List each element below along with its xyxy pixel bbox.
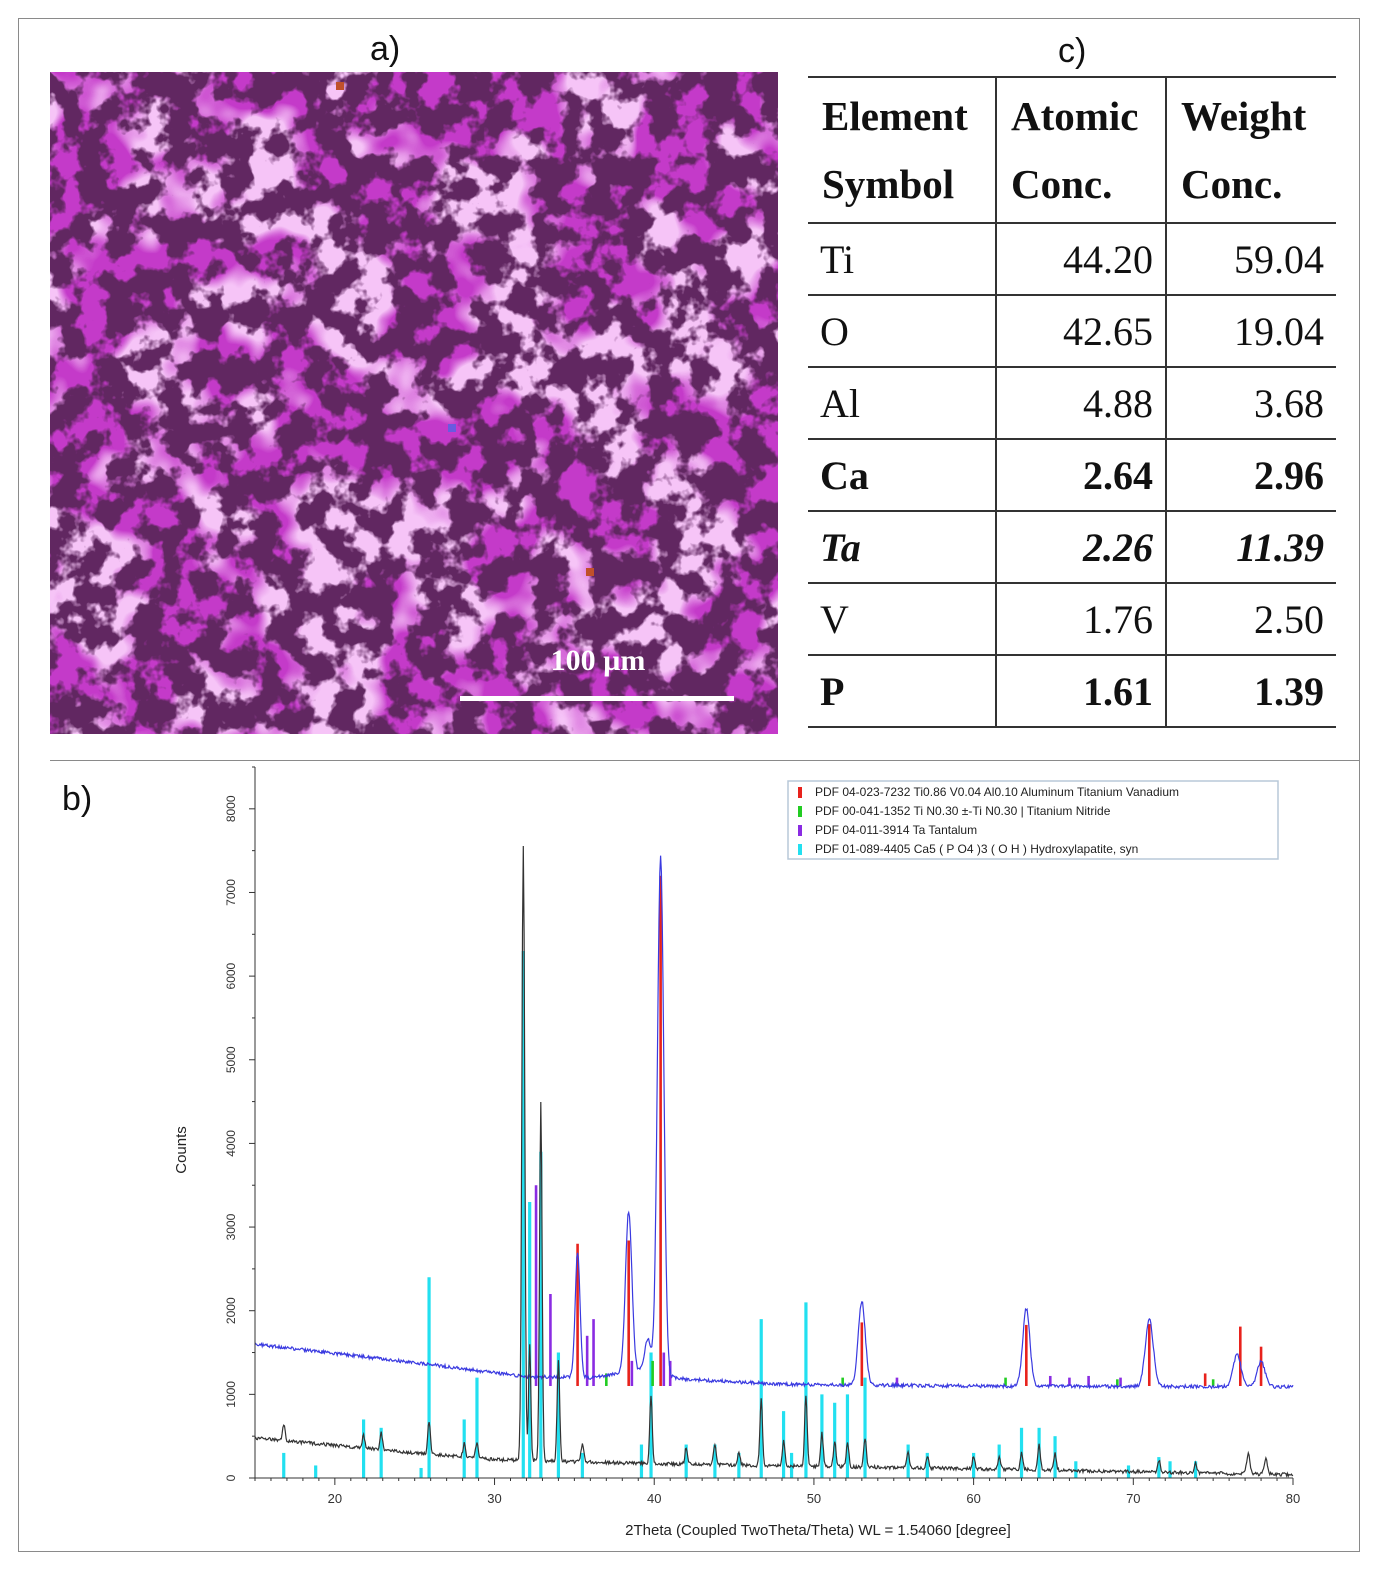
table-row: Ti 44.20 59.04 [808, 223, 1336, 296]
atomic-conc: 2.64 [995, 439, 1166, 512]
sem-micrograph: 100 µm [50, 72, 778, 734]
table-row: P 1.61 1.39 [808, 655, 1336, 728]
weight-conc: 1.39 [1165, 655, 1336, 728]
legend-entry: PDF 01-089-4405 Ca5 ( P O4 )3 ( O H ) Hy… [815, 842, 1138, 856]
weight-conc: 2.96 [1165, 439, 1336, 512]
weight-conc: 3.68 [1165, 367, 1336, 440]
table-row: Ca 2.64 2.96 [808, 439, 1336, 512]
y-tick-label: 8000 [224, 795, 238, 822]
x-tick-label: 60 [966, 1491, 980, 1506]
x-tick-label: 50 [807, 1491, 821, 1506]
header-line: Conc. [1181, 161, 1283, 207]
header-line: Symbol [822, 161, 955, 207]
atomic-conc: 42.65 [995, 295, 1166, 368]
table-header-row: Element Symbol Atomic Conc. Weight Conc. [808, 76, 1336, 224]
table-row: V 1.76 2.50 [808, 583, 1336, 656]
y-tick-label: 7000 [224, 879, 238, 906]
header-element-symbol: Element Symbol [808, 76, 996, 224]
x-tick-label: 40 [647, 1491, 661, 1506]
series-line [254, 845, 1294, 1478]
plot-area: 0 1000 2000 3000 4000 5000 6000 7000 8000 20 30 40 5… [224, 766, 1300, 1506]
header-atomic-conc: Atomic Conc. [995, 76, 1166, 224]
weight-conc: 11.39 [1165, 511, 1336, 584]
y-tick-label: 2000 [224, 1297, 238, 1324]
legend-entry: PDF 04-023-7232 Ti0.86 V0.04 Al0.10 Alum… [815, 785, 1179, 799]
weight-conc: 2.50 [1165, 583, 1336, 656]
series-line [254, 855, 1294, 1390]
legend-entry: PDF 04-011-3914 Ta Tantalum [815, 823, 977, 837]
element-symbol: P [808, 655, 996, 728]
panel-label-c: c) [1058, 32, 1087, 70]
y-tick-label: 3000 [224, 1213, 238, 1240]
element-symbol: O [808, 295, 996, 368]
panel-label-a: a) [370, 30, 401, 68]
y-tick-label: 0 [224, 1474, 238, 1481]
legend-swatch [798, 825, 802, 836]
legend-entry: PDF 00-041-1352 Ti N0.30 ±-Ti N0.30 | Ti… [815, 804, 1111, 818]
header-line: Weight [1181, 93, 1307, 139]
x-axis-label: 2Theta (Coupled TwoTheta/Theta) WL = 1.5… [625, 1522, 1011, 1539]
element-symbol: Al [808, 367, 996, 440]
panel-label-b: b) [62, 780, 93, 818]
table-row: Al 4.88 3.68 [808, 367, 1336, 440]
header-line: Conc. [1011, 161, 1113, 207]
atomic-conc: 44.20 [995, 223, 1166, 296]
y-axis-label: Counts [173, 1126, 190, 1174]
legend-swatch [798, 787, 802, 798]
y-tick-label: 5000 [224, 1046, 238, 1073]
y-tick-label: 4000 [224, 1130, 238, 1157]
composition-table: Element Symbol Atomic Conc. Weight Conc.… [808, 76, 1336, 728]
element-symbol: Ti [808, 223, 996, 296]
scale-bar-label: 100 µm [550, 644, 646, 677]
y-tick-label: 1000 [224, 1381, 238, 1408]
element-symbol: Ca [808, 439, 996, 512]
micrograph-texture [50, 72, 778, 734]
weight-conc: 19.04 [1165, 295, 1336, 368]
table-row: Ta 2.26 11.39 [808, 511, 1336, 584]
x-tick-label: 30 [487, 1491, 501, 1506]
scale-bar [460, 696, 734, 701]
header-line: Element [822, 93, 968, 139]
y-tick-label: 6000 [224, 962, 238, 989]
x-tick-label: 20 [328, 1491, 342, 1506]
header-line: Atomic [1011, 93, 1139, 139]
element-symbol: V [808, 583, 996, 656]
atomic-conc: 1.76 [995, 583, 1166, 656]
x-tick-label: 80 [1286, 1491, 1300, 1506]
atomic-conc: 2.26 [995, 511, 1166, 584]
panel-divider [50, 760, 1360, 761]
element-symbol: Ta [808, 511, 996, 584]
weight-conc: 59.04 [1165, 223, 1336, 296]
legend-swatch [798, 844, 802, 855]
legend-box [787, 780, 1279, 860]
xrd-chart: 0 1000 2000 3000 4000 5000 6000 7000 8000 20 30 40 5… [173, 766, 1300, 1539]
legend-swatch [798, 806, 802, 817]
atomic-conc: 1.61 [995, 655, 1166, 728]
figure-frame [18, 18, 1360, 1552]
x-tick-label: 70 [1126, 1491, 1140, 1506]
legend: PDF 04-023-7232 Ti0.86 V0.04 Al0.10 Alum… [787, 780, 1279, 860]
table-row: O 42.65 19.04 [808, 295, 1336, 368]
atomic-conc: 4.88 [995, 367, 1166, 440]
header-weight-conc: Weight Conc. [1165, 76, 1336, 224]
